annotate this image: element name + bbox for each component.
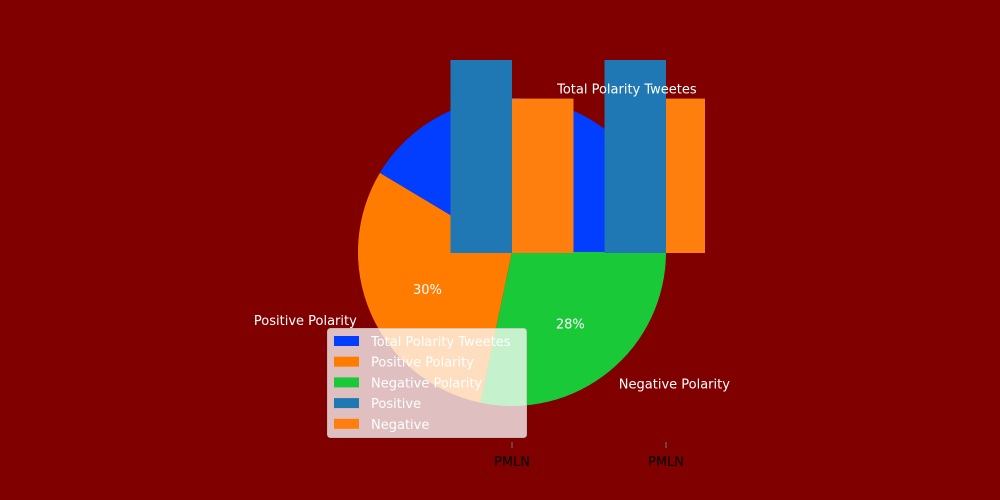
bar-chart bbox=[450, 60, 705, 253]
legend-label: Total Polarity Tweetes bbox=[370, 335, 511, 350]
pie-percent-label: 28% bbox=[556, 318, 585, 333]
legend-swatch-positive bbox=[334, 398, 359, 409]
legend-label: Negative Polarity bbox=[371, 376, 482, 391]
bar-positive-1 bbox=[450, 60, 512, 253]
bar-positive-2 bbox=[604, 60, 666, 253]
x-tick-label: PMLN bbox=[648, 455, 684, 470]
legend-label: Positive Polarity bbox=[371, 356, 474, 371]
pie-slice-label: Total Polarity Tweetes bbox=[556, 83, 697, 98]
pie-slice-label: Positive Polarity bbox=[254, 314, 357, 329]
pie-percent-label: 30% bbox=[413, 283, 442, 298]
bar-negative-1 bbox=[512, 98, 574, 253]
legend-box bbox=[327, 328, 527, 438]
pie-slice-label: Negative Polarity bbox=[619, 378, 730, 393]
legend-label: Positive bbox=[371, 397, 421, 412]
legend-swatch-negative-polarity bbox=[334, 377, 359, 388]
legend-swatch-total-polarity-tweetes bbox=[334, 336, 359, 346]
legend-swatch-positive-polarity bbox=[334, 356, 359, 367]
legend-swatch-negative bbox=[334, 418, 359, 429]
bar-x-ticks: PMLN PMLN bbox=[494, 442, 684, 470]
legend: Total Polarity Tweetes Positive Polarity N… bbox=[327, 328, 527, 438]
x-tick-label: PMLN bbox=[494, 455, 530, 470]
pie-slice-labels: Total Polarity Tweetes Positive Polarity N… bbox=[254, 83, 730, 393]
bar-negative-2 bbox=[666, 98, 705, 253]
legend-label: Negative bbox=[371, 418, 429, 433]
